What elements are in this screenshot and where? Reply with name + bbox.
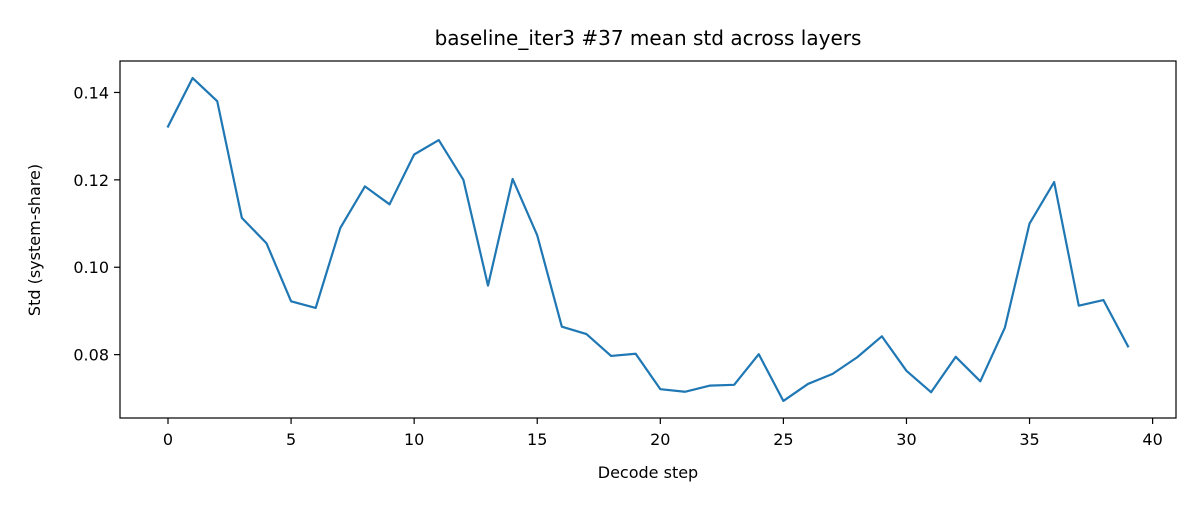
x-tick-label: 15 [527,430,547,449]
chart-title: baseline_iter3 #37 mean std across layer… [435,26,862,50]
x-tick-label: 30 [896,430,916,449]
x-tick-label: 10 [404,430,424,449]
x-tick-label: 25 [773,430,793,449]
y-tick-label: 0.14 [73,83,109,102]
x-tick-label: 0 [163,430,173,449]
y-tick-label: 0.12 [73,171,109,190]
x-tick-label: 40 [1142,430,1162,449]
x-tick-label: 20 [650,430,670,449]
y-axis: 0.08 0.10 0.12 0.14 [73,83,120,365]
plot-area [119,60,1177,419]
x-axis-label: Decode step [598,463,698,482]
x-tick-label: 35 [1019,430,1039,449]
y-tick-label: 0.10 [73,258,109,277]
y-axis-label: Std (system-share) [25,164,44,316]
y-tick-label: 0.08 [73,346,109,365]
plot-frame [119,60,1177,419]
x-tick-label: 5 [286,430,296,449]
series-line-0 [166,76,1130,403]
x-axis: 0 5 10 15 20 25 30 35 40 [163,418,1163,449]
